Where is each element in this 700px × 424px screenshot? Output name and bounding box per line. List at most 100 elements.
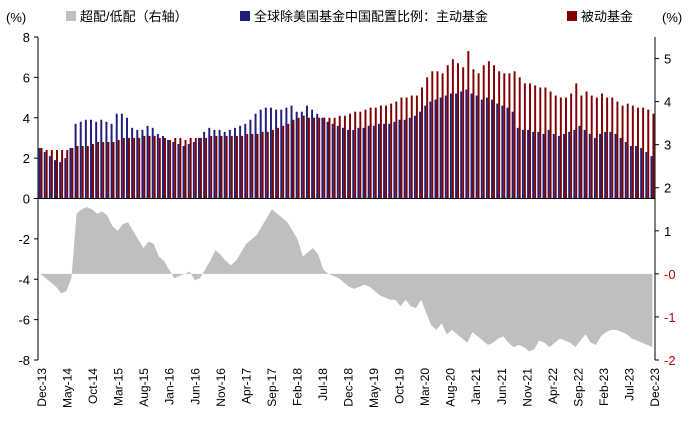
bar-passive	[529, 83, 531, 199]
bar-active	[146, 125, 149, 199]
bar-passive	[184, 139, 187, 199]
bar-passive	[241, 135, 244, 199]
bar-passive	[421, 87, 423, 199]
bar-passive	[559, 97, 562, 199]
bar-passive	[410, 95, 413, 199]
bar-passive	[230, 135, 233, 199]
bar-passive	[50, 150, 53, 199]
right-tick-label: 5	[664, 52, 671, 67]
bar-active	[434, 99, 437, 199]
bar-active	[362, 127, 365, 199]
bar-passive	[441, 73, 444, 199]
bar-active	[187, 143, 190, 199]
bar-active	[506, 107, 509, 199]
bar-active	[568, 131, 571, 199]
bar-passive	[611, 97, 614, 199]
x-tick-label: Dec-23	[648, 368, 662, 407]
bar-passive	[86, 146, 89, 199]
bar-active	[208, 127, 211, 199]
bar-active	[352, 129, 355, 199]
bar-passive	[390, 103, 393, 199]
bar-active	[182, 146, 185, 199]
bar-active	[383, 123, 386, 199]
bar-passive	[621, 105, 624, 199]
bar-passive	[400, 97, 403, 199]
right-tick-label: -2	[664, 353, 676, 368]
bar-active	[151, 127, 154, 199]
left-tick-label: -2	[18, 232, 30, 247]
bar-passive	[606, 97, 609, 199]
bar-passive	[246, 133, 249, 199]
x-tick-label: Aug-15	[137, 368, 151, 407]
bar-passive	[71, 148, 74, 199]
bar-passive	[271, 129, 274, 199]
bar-passive	[163, 137, 166, 199]
bar-passive	[554, 95, 557, 199]
bar-passive	[122, 137, 125, 199]
bar-active	[573, 129, 576, 199]
bar-passive	[508, 73, 511, 199]
bar-active	[511, 111, 514, 199]
x-tick-label: Apr-22	[546, 368, 560, 404]
bar-passive	[385, 105, 388, 199]
bar-active	[635, 146, 637, 199]
bar-active	[90, 119, 92, 199]
x-tick-label: Jan-21	[469, 368, 483, 405]
bar-active	[367, 125, 370, 199]
x-tick-label: May-14	[61, 368, 75, 408]
bar-passive	[451, 59, 454, 199]
bar-passive	[631, 105, 634, 199]
right-tick-label: 1	[664, 224, 671, 239]
bar-passive	[76, 146, 79, 199]
bar-active	[115, 113, 118, 199]
bar-active	[557, 135, 560, 199]
bar-passive	[395, 101, 398, 199]
right-tick-label: -1	[664, 310, 676, 325]
bar-active	[110, 123, 113, 199]
bar-active	[341, 127, 344, 199]
bar-active	[69, 148, 72, 199]
bar-passive	[133, 137, 136, 199]
bar-active	[372, 125, 375, 199]
bar-active	[470, 93, 473, 199]
bar-active	[131, 127, 134, 199]
bar-passive	[66, 150, 69, 199]
bar-active	[331, 123, 334, 199]
overweight-area	[40, 207, 653, 352]
bar-active	[167, 139, 170, 199]
bar-active	[95, 121, 98, 199]
bar-active	[521, 129, 524, 199]
bar-passive	[302, 115, 305, 199]
bar-passive	[307, 117, 310, 199]
bar-passive	[374, 107, 377, 199]
bar-passive	[467, 51, 470, 199]
bar-active	[609, 131, 612, 199]
bar-passive	[359, 111, 362, 199]
bar-active	[311, 109, 314, 199]
bar-active	[604, 131, 607, 199]
bar-passive	[503, 73, 506, 199]
bar-active	[532, 131, 535, 199]
legend-label-passive: 被动基金	[581, 9, 633, 24]
bar-passive	[61, 150, 64, 199]
bar-passive	[143, 135, 146, 199]
left-tick-label: 0	[23, 192, 30, 207]
right-axis: 5 4 3 2 1 -0 -1 -2	[655, 52, 676, 368]
bar-passive	[575, 83, 578, 199]
bar-passive	[287, 123, 290, 199]
bar-active	[275, 109, 278, 199]
bar-active	[126, 117, 128, 199]
x-tick-label: Jun-21	[495, 368, 509, 405]
bar-passive	[601, 93, 603, 199]
left-axis: 8 6 4 2 0 -2 -4 -6 -8	[18, 30, 38, 368]
bar-active	[203, 131, 206, 199]
bar-active	[192, 141, 195, 199]
bar-passive	[169, 139, 172, 199]
bar-passive	[487, 61, 490, 199]
x-tick-label: May-19	[367, 368, 381, 408]
bar-passive	[153, 135, 156, 199]
bar-active	[357, 127, 360, 199]
bar-active	[455, 93, 458, 199]
bar-active	[419, 111, 422, 199]
legend-swatch-active	[240, 11, 250, 21]
